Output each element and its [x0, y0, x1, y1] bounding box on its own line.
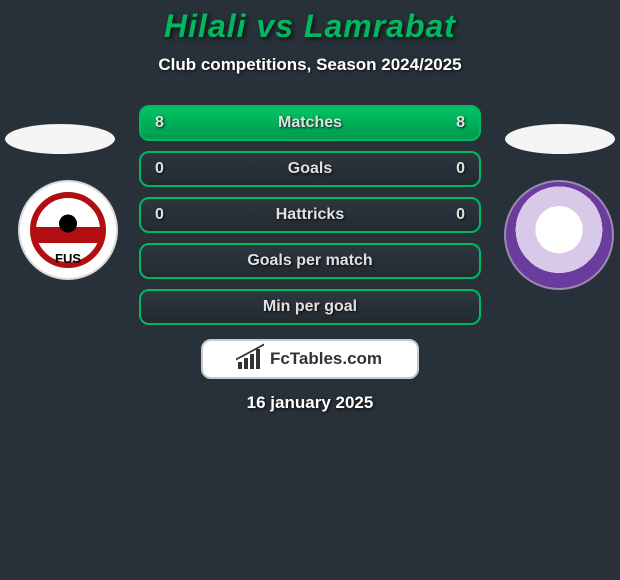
stat-row-matches: 8 Matches 8 — [139, 105, 481, 141]
stat-row-goals-per-match: Goals per match — [139, 243, 481, 279]
date-label: 16 january 2025 — [0, 393, 620, 413]
stat-row-min-per-goal: Min per goal — [139, 289, 481, 325]
player-avatar-left — [5, 124, 115, 154]
player-avatar-right — [505, 124, 615, 154]
comparison-card: Hilali vs Lamrabat Club competitions, Se… — [0, 0, 620, 413]
stat-label: Min per goal — [141, 298, 479, 316]
stat-right-value: 0 — [447, 160, 465, 178]
stat-label: Goals per match — [141, 252, 479, 270]
subtitle: Club competitions, Season 2024/2025 — [0, 55, 620, 75]
stat-right-value: 0 — [447, 206, 465, 224]
club-badge-right — [504, 180, 614, 290]
stat-left-value: 0 — [155, 206, 173, 224]
brand-link[interactable]: FcTables.com — [201, 339, 419, 379]
stat-label: Hattricks — [141, 206, 479, 224]
club-badge-left — [18, 180, 118, 280]
stat-row-hattricks: 0 Hattricks 0 — [139, 197, 481, 233]
stat-left-value: 8 — [155, 114, 173, 132]
bar-chart-icon — [238, 349, 264, 369]
stat-label: Matches — [141, 114, 479, 132]
brand-text: FcTables.com — [270, 349, 382, 369]
stat-label: Goals — [141, 160, 479, 178]
stat-row-goals: 0 Goals 0 — [139, 151, 481, 187]
stat-left-value: 0 — [155, 160, 173, 178]
stat-right-value: 8 — [447, 114, 465, 132]
page-title: Hilali vs Lamrabat — [0, 8, 620, 45]
